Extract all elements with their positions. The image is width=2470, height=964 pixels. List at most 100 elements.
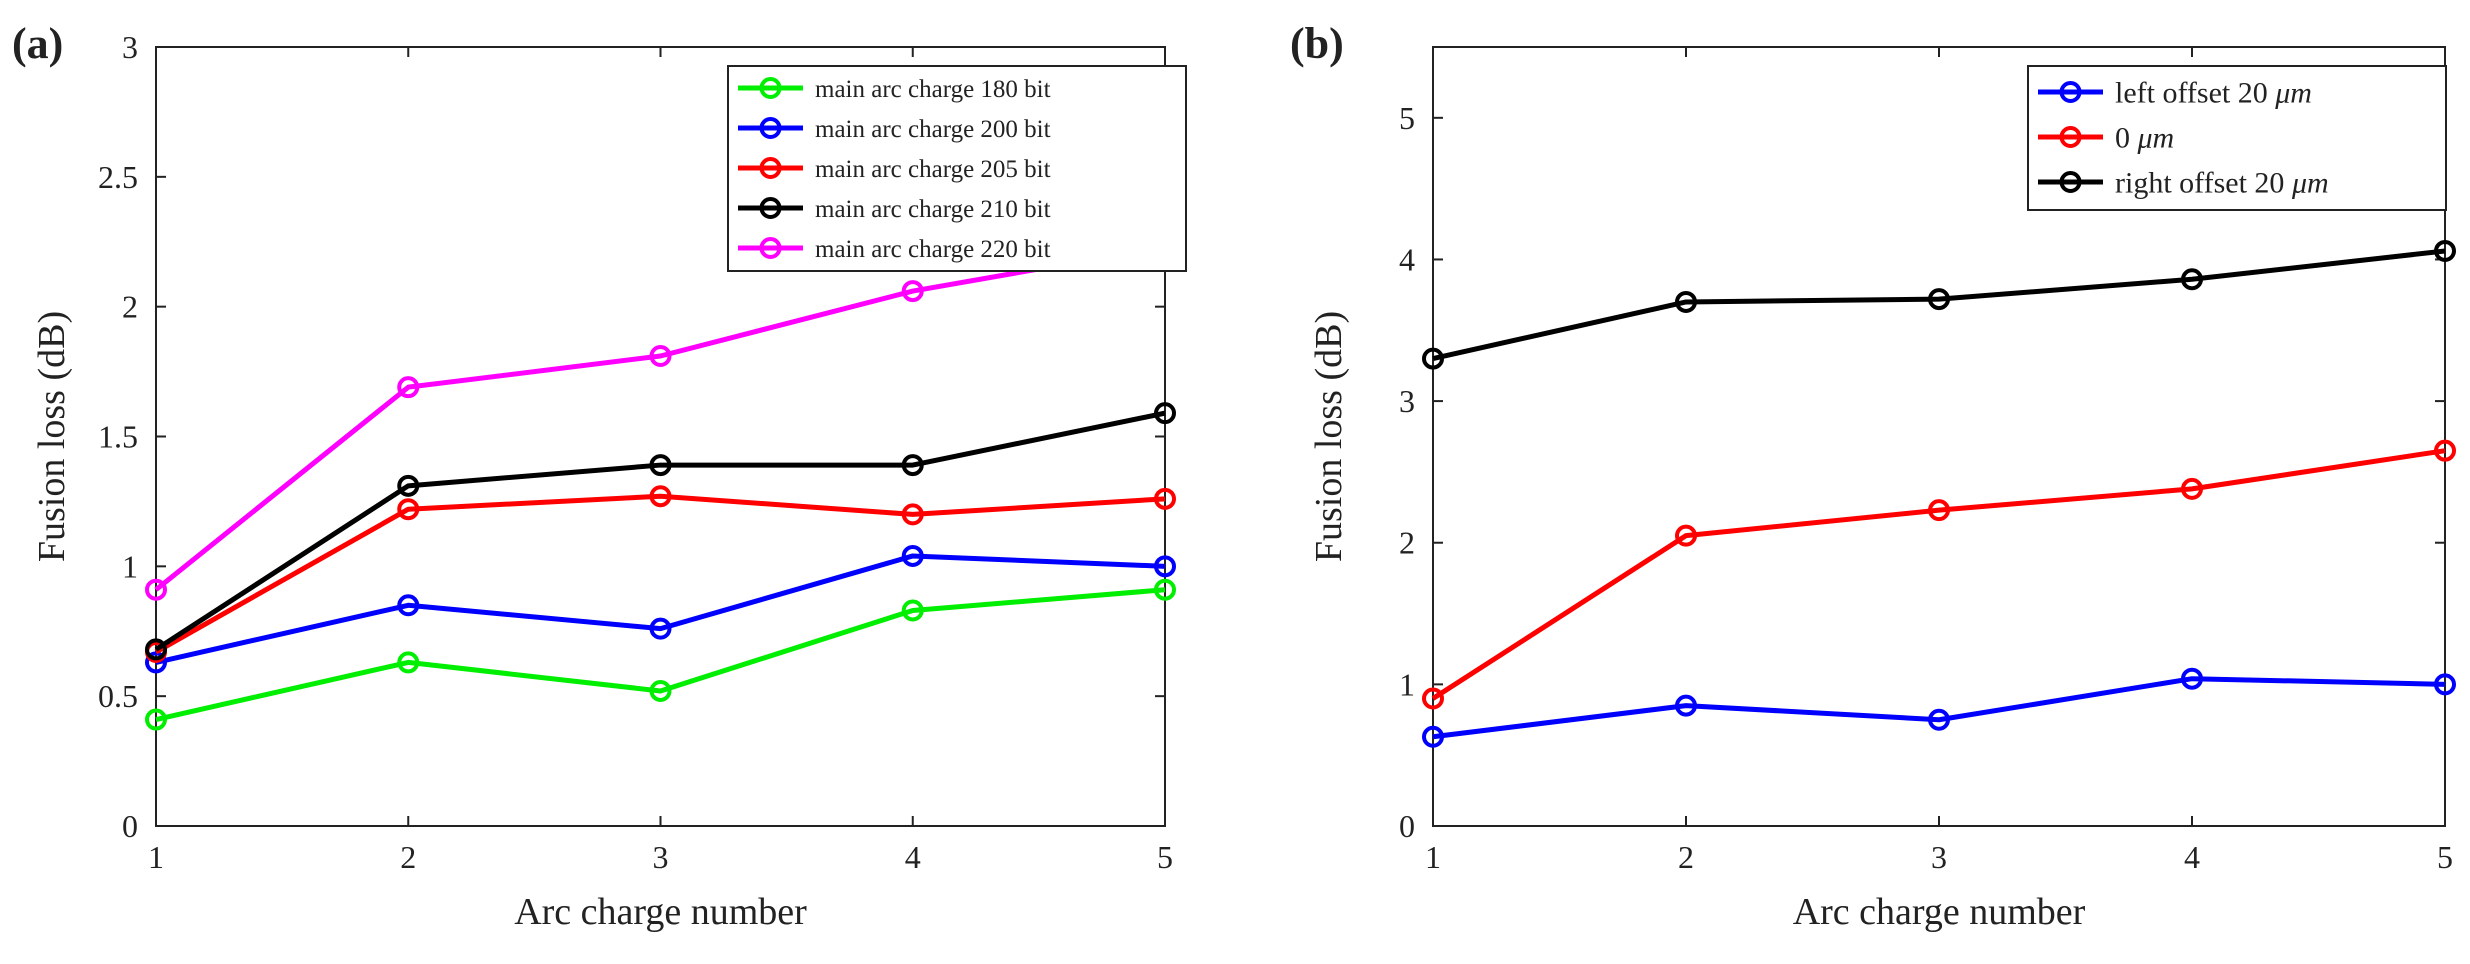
data-point [1154, 555, 1176, 578]
data-point [2181, 268, 2203, 291]
legend-swatch-marker [759, 77, 782, 99]
y-tick-label: 2 [1399, 525, 1415, 561]
legend-entry-unit: μm [2137, 122, 2175, 155]
legend-entry: main arc charge 210 bit [815, 196, 1051, 223]
data-point [2434, 239, 2456, 262]
data-point [1422, 687, 1444, 710]
data-point [1675, 290, 1697, 313]
y-tick-label: 1 [122, 548, 138, 584]
data-point [1675, 524, 1697, 547]
data-point [649, 679, 672, 702]
legend-entry: 0 μm [2115, 122, 2174, 155]
y-tick-label: 0 [122, 808, 138, 844]
y-tick-label: 1.5 [98, 419, 138, 455]
data-point [397, 651, 420, 674]
data-point [397, 594, 420, 617]
x-tick-label: 5 [2437, 839, 2453, 875]
x-tick-label: 4 [2184, 839, 2200, 875]
x-tick-label: 1 [148, 839, 164, 875]
y-tick-label: 0 [1399, 808, 1415, 844]
legend-swatch-marker [2059, 171, 2082, 193]
data-point [1154, 402, 1176, 425]
y-tick-label: 2 [122, 289, 138, 325]
y-tick-label: 1 [1399, 666, 1415, 702]
legend-entry: main arc charge 205 bit [815, 156, 1051, 183]
y-tick-label: 2.5 [98, 159, 138, 195]
legend-swatch-marker [2059, 81, 2082, 103]
data-point [145, 708, 167, 731]
data-point [397, 376, 420, 399]
data-point [901, 280, 924, 303]
series-line [155, 553, 1166, 665]
data-point [1154, 578, 1176, 601]
panel-label: (a) [12, 19, 63, 68]
x-tick-label: 4 [905, 839, 921, 875]
series-line [155, 587, 1166, 722]
legend-entry: left offset 20 μm [2115, 77, 2312, 110]
series-line [1432, 676, 2446, 740]
x-axis-label: Arc charge number [1793, 891, 2086, 933]
series-line [1432, 248, 2446, 362]
series-line [154, 493, 1166, 655]
data-point [1928, 288, 1950, 311]
data-point [397, 498, 420, 521]
legend-entry-unit: μm [2274, 77, 2312, 110]
x-tick-label: 3 [653, 839, 669, 875]
x-tick-label: 3 [1931, 839, 1947, 875]
legend-entry: right offset 20 μm [2115, 167, 2329, 200]
legend-entry-text: 0 [2115, 122, 2138, 155]
legend-swatch-marker [759, 197, 782, 219]
x-tick-label: 5 [1157, 839, 1173, 875]
y-tick-label: 3 [122, 29, 138, 65]
data-point [145, 638, 167, 661]
chart-panel-a: 1 2 3 4 5 0 0.5 1 1.5 2 2.5 3 Arc charge number Fusio… [12, 19, 1187, 933]
legend-entry-text: left offset 20 [2115, 77, 2275, 110]
series-line [154, 244, 1166, 592]
series-line [1431, 448, 2446, 701]
x-tick-label: 2 [400, 839, 416, 875]
y-tick-label: 4 [1399, 241, 1415, 277]
series-line [154, 410, 1166, 652]
data-point [649, 485, 672, 508]
data-point [1675, 694, 1697, 717]
data-point [397, 474, 420, 497]
data-point [145, 651, 167, 674]
data-point [649, 454, 672, 477]
legend-swatch-marker [2059, 126, 2082, 148]
data-point [1928, 499, 1950, 522]
legend-entry: main arc charge 180 bit [815, 76, 1051, 103]
data-point [901, 599, 924, 622]
legend-entry: main arc charge 220 bit [815, 236, 1051, 263]
x-tick-label: 2 [1678, 839, 1694, 875]
y-tick-label: 0.5 [98, 678, 138, 714]
data-point [1928, 708, 1950, 731]
legend-entry-unit: μm [2291, 167, 2329, 200]
legend-entry: main arc charge 200 bit [815, 116, 1051, 143]
x-axis-label: Arc charge number [514, 891, 807, 933]
data-point [901, 503, 924, 526]
data-point [2181, 477, 2203, 500]
y-axis-label: Fusion loss (dB) [31, 311, 73, 562]
data-point [2434, 673, 2456, 696]
data-point [649, 345, 672, 368]
data-point [649, 617, 672, 640]
data-point [1422, 725, 1444, 748]
data-point [1154, 487, 1176, 510]
legend-swatch-marker [759, 157, 782, 179]
y-axis-label: Fusion loss (dB) [1308, 311, 1350, 562]
data-point [1422, 347, 1444, 370]
legend-box [727, 65, 1187, 272]
legend-entry-text: right offset 20 [2115, 167, 2292, 200]
y-tick-label: 5 [1399, 100, 1415, 136]
x-tick-label: 1 [1425, 839, 1441, 875]
data-point [901, 454, 924, 477]
y-tick-label: 3 [1399, 383, 1415, 419]
legend-swatch-marker [759, 237, 782, 259]
data-point [145, 578, 167, 601]
panel-label: (b) [1290, 19, 1344, 68]
data-point [2434, 439, 2456, 462]
data-point [2181, 667, 2203, 690]
data-point [901, 544, 924, 567]
